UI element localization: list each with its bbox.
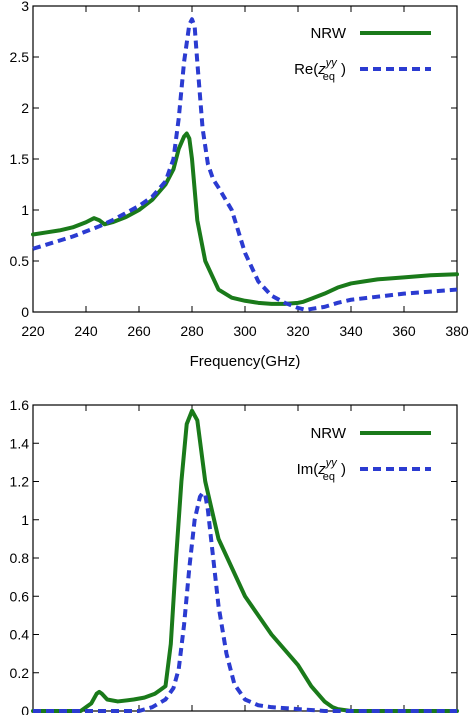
bottom-legend-im-prefix: Im( — [297, 461, 319, 478]
top-y-tick-label: 0 — [21, 304, 29, 320]
bottom-legend-subscript: eq — [323, 471, 335, 483]
top-legend: NRW Re(zyy eq) — [294, 25, 431, 83]
bottom-axis-ticks: 0 0.2 0.4 0.6 0.8 1 1.2 1.4 1.6 — [10, 397, 458, 715]
top-y-tick-label: 0.5 — [10, 253, 30, 269]
bottom-y-tick-label: 1.6 — [10, 397, 30, 413]
bottom-legend: NRW Im(zyy eq) — [297, 425, 431, 483]
top-y-tick-label: 2.5 — [10, 49, 30, 65]
top-x-tick-label: 300 — [233, 323, 257, 339]
top-chart: 0 0.5 1 1.5 2 2.5 3 220 240 260 280 300 320 340 360 380… — [10, 0, 469, 370]
top-x-tick-label: 380 — [445, 323, 469, 339]
top-series-re — [32, 17, 458, 312]
top-y-tick-label: 3 — [21, 0, 29, 14]
bottom-y-tick-label: 1 — [21, 512, 29, 528]
top-legend-superscript: yy — [325, 57, 339, 69]
bottom-y-tick-label: 0.8 — [10, 550, 30, 566]
bottom-series-im — [33, 490, 457, 713]
top-x-tick-label: 320 — [286, 323, 310, 339]
top-axis-ticks: 0 0.5 1 1.5 2 2.5 3 220 240 260 280 300 320 340 360 380 — [10, 0, 469, 339]
bottom-legend-superscript: yy — [325, 457, 339, 469]
top-y-tick-label: 1.5 — [10, 151, 30, 167]
top-legend-label-nrw: NRW — [310, 25, 346, 42]
bottom-y-tick-label: 0.6 — [10, 588, 30, 604]
bottom-y-tick-label: 0 — [21, 703, 29, 715]
bottom-y-tick-label: 1.4 — [10, 435, 30, 451]
bottom-y-tick-label: 1.2 — [10, 474, 30, 490]
top-legend-subscript: eq — [323, 71, 335, 83]
top-x-tick-label: 260 — [127, 323, 151, 339]
top-x-tick-label: 280 — [180, 323, 204, 339]
bottom-chart: 0 0.2 0.4 0.6 0.8 1 1.2 1.4 1.6 NRW Im(zyy eq) — [10, 397, 459, 715]
bottom-legend-label-nrw: NRW — [310, 425, 346, 442]
top-legend-re-prefix: Re( — [294, 61, 318, 78]
top-y-tick-label: 2 — [21, 100, 29, 116]
bottom-y-tick-label: 0.2 — [10, 665, 30, 681]
top-x-tick-label: 220 — [21, 323, 45, 339]
bottom-chart-frame — [32, 404, 458, 712]
bottom-chart-series — [31, 408, 459, 713]
top-series-nrw — [31, 131, 459, 306]
top-x-tick-label: 340 — [339, 323, 363, 339]
bottom-legend-closing: ) — [341, 461, 346, 478]
top-x-axis-title: Frequency(GHz) — [190, 353, 301, 370]
top-y-tick-label: 1 — [21, 202, 29, 218]
bottom-legend-z: z — [317, 461, 326, 478]
top-chart-frame — [32, 5, 458, 313]
top-legend-label-re: Re(zyy eq) — [294, 57, 346, 83]
top-chart-series — [31, 17, 459, 312]
top-legend-z: z — [317, 61, 326, 78]
bottom-y-tick-label: 0.4 — [10, 627, 30, 643]
bottom-series-nrw — [31, 408, 459, 713]
top-x-tick-label: 360 — [392, 323, 416, 339]
top-x-tick-label: 240 — [74, 323, 98, 339]
bottom-legend-label-im: Im(zyy eq) — [297, 457, 346, 483]
top-legend-closing: ) — [341, 61, 346, 78]
